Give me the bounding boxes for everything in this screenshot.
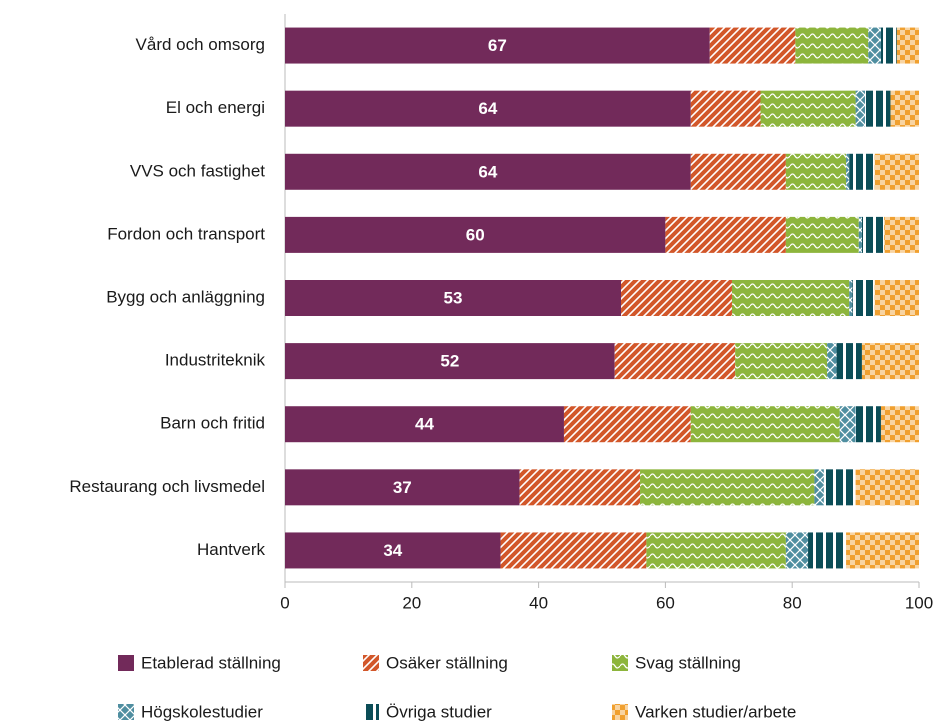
bar-segment (861, 343, 919, 380)
legend-label: Högskolestudier (141, 702, 263, 721)
bar-segment (874, 153, 919, 190)
data-label: 60 (466, 225, 485, 244)
bar-segment (827, 343, 837, 380)
bar-segment (690, 90, 761, 127)
x-tick-label: 80 (783, 593, 802, 612)
bar-segment (814, 469, 824, 506)
y-tick-label: Industriteknik (165, 351, 266, 370)
data-label: 64 (478, 99, 497, 118)
bar-segment (855, 90, 866, 127)
bar-segment (858, 216, 862, 253)
bar-segment (285, 469, 520, 506)
data-label: 34 (383, 541, 402, 560)
bar-segment (640, 469, 815, 506)
x-tick-label: 40 (529, 593, 548, 612)
bar-segment (665, 216, 786, 253)
bar-segment (852, 280, 875, 316)
bar-segment (836, 343, 862, 380)
y-tick-label: Restaurang och livsmedel (69, 477, 265, 496)
legend-swatch (118, 655, 134, 671)
y-tick-label: VVS och fastighet (130, 161, 265, 180)
y-tick-label: Bygg och anläggning (106, 287, 265, 306)
bar-segment (874, 280, 919, 316)
bar-segment (785, 532, 809, 569)
y-tick-label: Barn och fritid (160, 414, 265, 433)
bar-segment (285, 532, 501, 569)
bar-segment (868, 27, 881, 64)
bar-segment (808, 532, 847, 569)
legend-swatch (118, 704, 134, 720)
data-label: 67 (488, 36, 507, 55)
legend-label: Svag ställning (635, 653, 741, 672)
bar-segment (285, 343, 615, 380)
y-tick-label: Fordon och transport (107, 224, 265, 243)
bar-segment (285, 90, 691, 127)
bar-segment (855, 406, 881, 443)
bar-segment (896, 27, 919, 64)
y-tick-label: El och energi (166, 98, 265, 117)
bar-segment (855, 469, 919, 506)
bar-segment (760, 90, 856, 127)
bar-segment (785, 216, 859, 253)
x-tick-label: 100 (905, 593, 933, 612)
bar-segment (285, 216, 666, 253)
bar-segment (861, 216, 885, 253)
bar-segment (690, 406, 840, 443)
data-label: 64 (478, 162, 497, 181)
legend-label: Övriga studier (386, 702, 492, 721)
bar-segment (846, 532, 919, 569)
bar-segment (646, 532, 786, 569)
bar-segment (823, 469, 856, 506)
bar-segment (880, 406, 919, 443)
bar-segment (735, 343, 828, 380)
bar-segment (690, 153, 786, 190)
legend-label: Osäker ställning (386, 653, 508, 672)
bar-segment (795, 27, 869, 64)
bar-segment (849, 153, 875, 190)
bar-segment (884, 216, 919, 253)
bar-segment (285, 153, 691, 190)
bar-segment (519, 469, 641, 506)
data-label: 44 (415, 415, 434, 434)
bar-segment (839, 406, 856, 443)
bar-segment (890, 90, 919, 127)
bar-segment (285, 280, 622, 316)
bar-segment (614, 343, 736, 380)
bar-segment (500, 532, 647, 569)
legend-swatch (363, 704, 379, 720)
bar-segment (865, 90, 891, 127)
data-label: 37 (393, 478, 412, 497)
x-tick-label: 0 (280, 593, 289, 612)
legend-label: Varken studier/arbete (635, 702, 796, 721)
bar-segment (621, 280, 732, 316)
bar-segment (709, 27, 796, 64)
y-tick-label: Vård och omsorg (136, 35, 265, 54)
y-tick-label: Hantverk (197, 540, 266, 559)
data-label: 52 (440, 352, 459, 371)
bar-segment (285, 27, 710, 64)
legend-swatch (363, 655, 379, 671)
bar-segment (285, 406, 564, 443)
bar-segment (846, 153, 850, 190)
x-tick-label: 60 (656, 593, 675, 612)
bar-segment (785, 153, 847, 190)
bar-segment (731, 280, 850, 316)
bar-segment (880, 27, 897, 64)
x-tick-label: 20 (402, 593, 421, 612)
bar-segment (849, 280, 853, 316)
legend-label: Etablerad ställning (141, 653, 281, 672)
legend-swatch (612, 704, 628, 720)
bar-segment (563, 406, 691, 443)
data-label: 53 (444, 288, 463, 307)
legend-swatch (612, 655, 628, 671)
